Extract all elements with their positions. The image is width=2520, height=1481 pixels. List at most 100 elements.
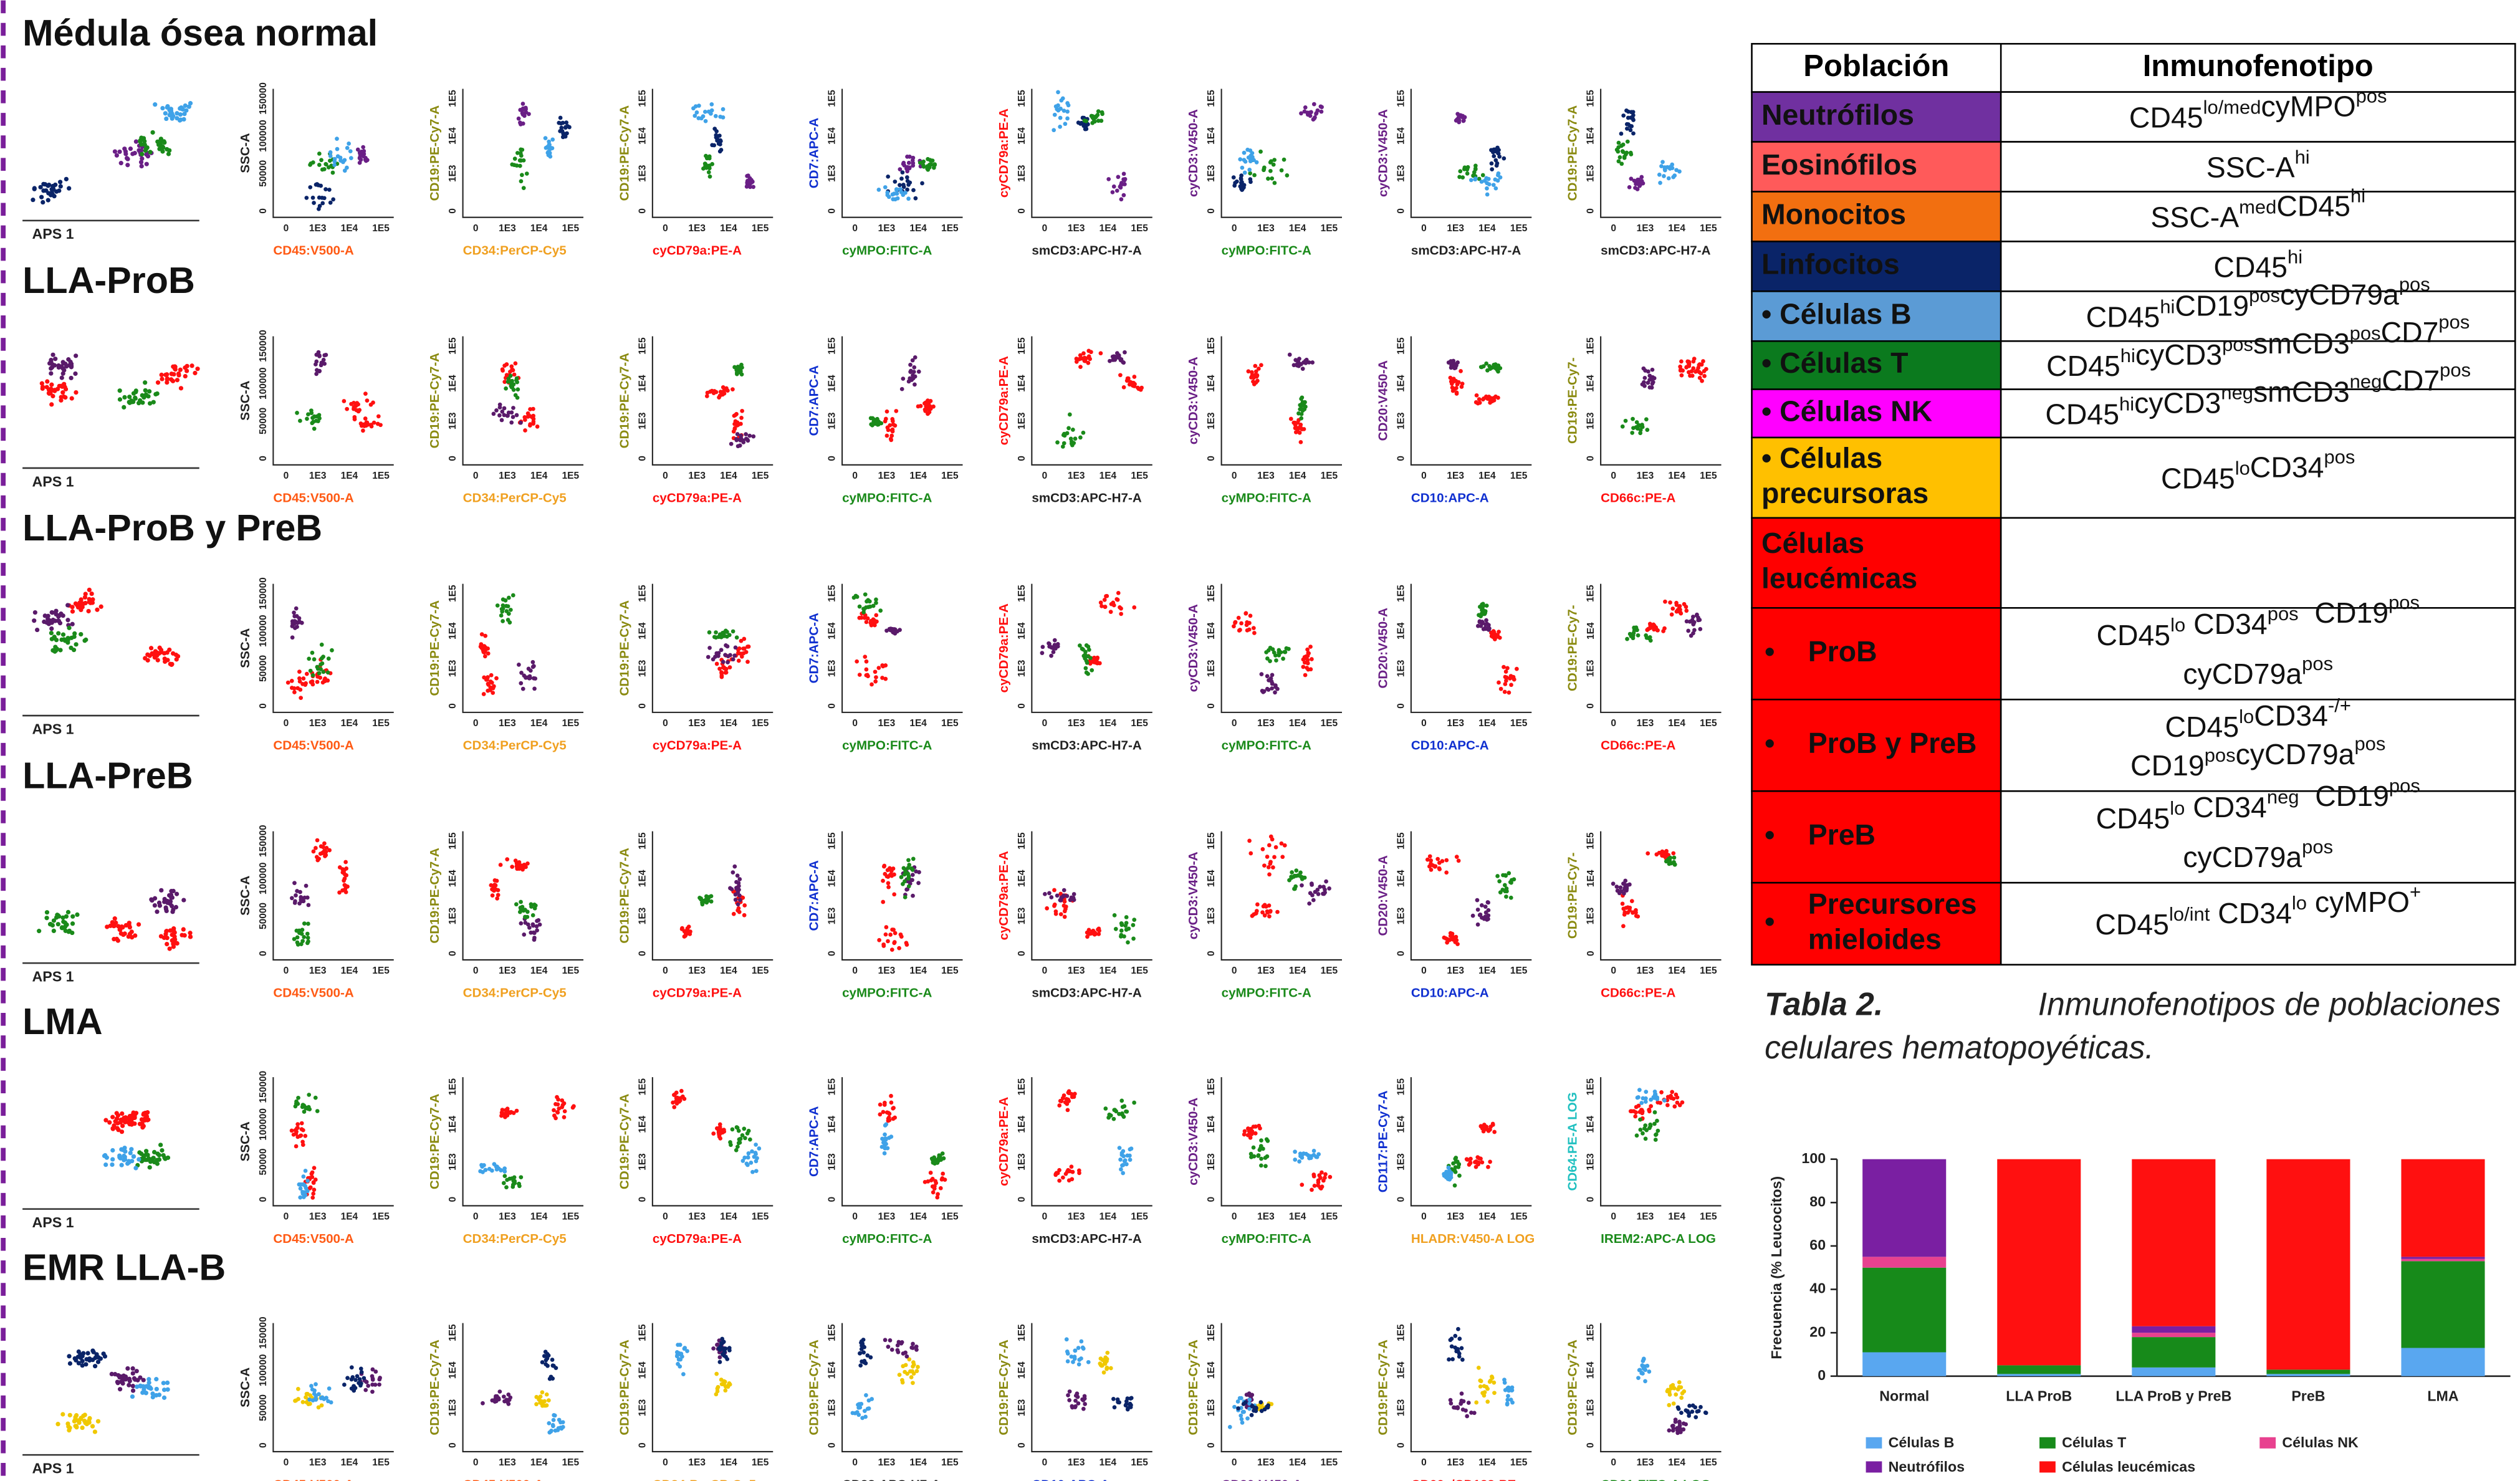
event-dot	[739, 433, 743, 438]
event-dot	[710, 162, 714, 166]
event-dot	[1431, 863, 1435, 868]
x-tick-label: 0	[1421, 1457, 1427, 1468]
event-dot	[1621, 924, 1626, 928]
event-dot	[304, 1169, 308, 1173]
event-dot	[723, 1388, 727, 1392]
y-tick-label: 1E4	[827, 375, 838, 392]
event-dot	[183, 103, 188, 108]
event-dot	[315, 680, 320, 684]
aps-label: APS 1	[32, 721, 74, 737]
event-dot	[1303, 105, 1308, 110]
event-dot	[1626, 116, 1631, 120]
event-dot	[1629, 1109, 1634, 1113]
event-dot	[1507, 871, 1511, 876]
y-tick-label: 1E4	[1586, 375, 1596, 392]
x-tick-label: 1E4	[341, 718, 358, 729]
event-dot	[1480, 1391, 1485, 1396]
event-dot	[886, 939, 890, 944]
event-dot	[57, 188, 61, 193]
event-dot	[932, 162, 937, 166]
event-dot	[1117, 356, 1121, 360]
event-dot	[1243, 611, 1248, 616]
event-dot	[757, 1146, 761, 1151]
event-dot	[160, 106, 165, 110]
event-dot	[77, 1421, 81, 1425]
event-dot	[1065, 1337, 1069, 1341]
event-dot	[1296, 873, 1300, 878]
event-dot	[96, 1359, 100, 1364]
x-tick-label: 1E3	[309, 718, 327, 729]
event-dot	[318, 676, 322, 680]
event-dot	[1250, 1413, 1254, 1417]
event-dot	[1497, 879, 1502, 884]
y-tick-label: 1E5	[1396, 1324, 1406, 1341]
event-dot	[718, 1131, 722, 1136]
event-dot	[1267, 865, 1271, 870]
event-dot	[1266, 1139, 1270, 1143]
event-dot	[295, 1122, 300, 1126]
event-dot	[672, 1105, 676, 1110]
event-dot	[133, 395, 137, 400]
event-dot	[59, 398, 63, 403]
x-tick-label: LMA	[2427, 1388, 2458, 1404]
x-axis-label: IREM2:APC-A LOG	[1601, 1232, 1716, 1246]
y-tick-label: 1E4	[1586, 622, 1596, 640]
event-dot	[327, 188, 332, 192]
event-dot	[1505, 1401, 1510, 1406]
event-dot	[1454, 386, 1459, 390]
y-tick-label: 1E4	[1396, 622, 1406, 640]
event-dot	[934, 1181, 938, 1186]
event-dot	[922, 165, 926, 169]
x-tick-label: 0	[473, 718, 479, 729]
marker-level: lo/int	[2169, 903, 2210, 925]
event-dot	[359, 158, 363, 162]
event-dot	[363, 416, 368, 421]
y-tick-label: 1E5	[637, 585, 648, 602]
event-dot	[1627, 185, 1632, 189]
event-dot	[1495, 146, 1500, 150]
x-axis-label: CD34:PerCP-Cy5	[653, 1478, 756, 1481]
event-dot	[1649, 1098, 1653, 1102]
event-dot	[1255, 909, 1259, 913]
event-dot	[494, 1394, 498, 1399]
event-dot	[751, 185, 755, 189]
event-dot	[902, 185, 906, 189]
y-tick-label: 0	[1586, 951, 1596, 956]
event-dot	[916, 881, 921, 885]
event-dot	[896, 196, 900, 201]
event-dot	[311, 673, 315, 678]
event-dot	[1306, 668, 1311, 672]
event-dot	[295, 929, 299, 933]
x-tick-label: 1E5	[1321, 1212, 1338, 1222]
event-dot	[1659, 1090, 1664, 1095]
event-dot	[893, 1116, 897, 1120]
x-tick-label: 1E5	[372, 471, 390, 481]
event-dot	[128, 1379, 132, 1383]
y-tick-label: 1E3	[1396, 412, 1406, 429]
event-dot	[676, 1343, 680, 1347]
event-dot	[146, 1386, 151, 1390]
event-dot	[873, 679, 878, 684]
event-dot	[1316, 892, 1321, 896]
x-tick-label: 1E5	[562, 966, 580, 976]
event-dot	[1449, 1401, 1454, 1406]
x-axis-label: cyMPO:FITC-A	[842, 243, 932, 257]
event-dot	[911, 1342, 915, 1346]
event-dot	[1260, 689, 1265, 693]
event-dot	[724, 629, 728, 633]
event-dot	[739, 416, 744, 420]
y-axis-label: cyCD79a:PE-A	[997, 356, 1011, 445]
y-tick-label: 0	[1818, 1367, 1826, 1383]
event-dot	[60, 375, 64, 380]
x-tick-label: 0	[852, 223, 858, 234]
event-dot	[683, 1346, 687, 1351]
event-dot	[742, 913, 747, 918]
y-tick-label: 0	[448, 951, 458, 956]
event-dot	[304, 884, 309, 888]
event-dot	[1041, 645, 1045, 649]
event-dot	[704, 119, 708, 123]
y-tick-label: 150000	[258, 825, 269, 857]
event-dot	[1247, 168, 1252, 172]
event-dot	[1300, 403, 1304, 407]
x-axis-label: cyCD79a:PE-A	[653, 986, 742, 1000]
